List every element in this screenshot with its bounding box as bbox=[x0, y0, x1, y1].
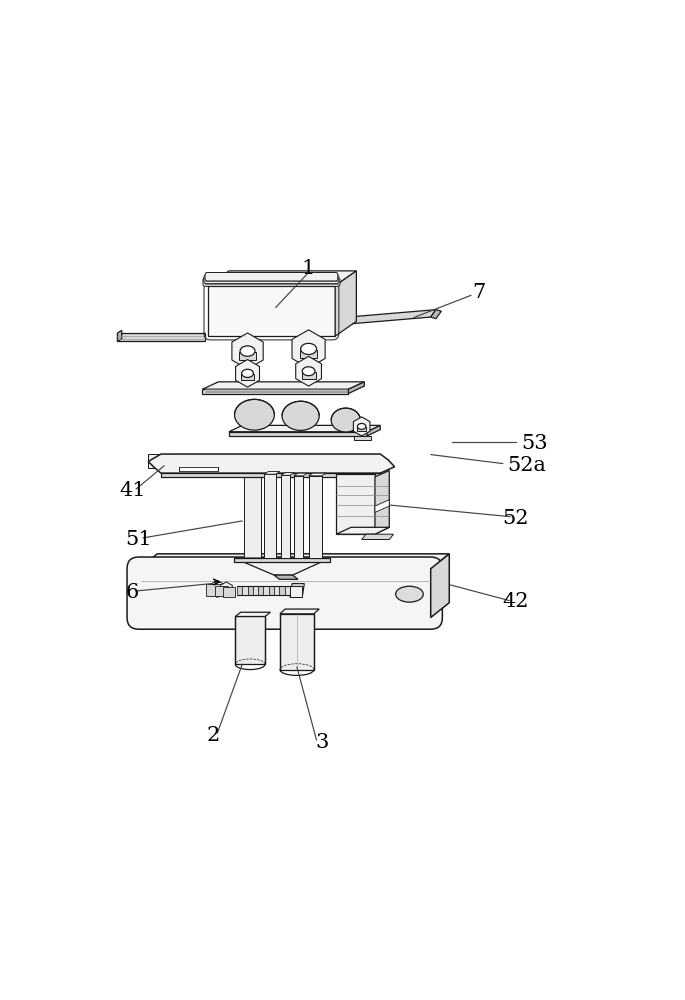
Polygon shape bbox=[279, 586, 285, 595]
Ellipse shape bbox=[331, 408, 360, 432]
Polygon shape bbox=[362, 534, 393, 540]
Polygon shape bbox=[258, 586, 264, 595]
Text: 3: 3 bbox=[315, 733, 329, 752]
Polygon shape bbox=[274, 575, 298, 579]
Polygon shape bbox=[234, 558, 329, 562]
Polygon shape bbox=[292, 330, 325, 368]
FancyBboxPatch shape bbox=[203, 278, 340, 286]
Polygon shape bbox=[247, 586, 253, 595]
FancyBboxPatch shape bbox=[127, 557, 443, 629]
Polygon shape bbox=[241, 374, 254, 380]
Ellipse shape bbox=[358, 423, 366, 429]
Polygon shape bbox=[206, 584, 221, 596]
Polygon shape bbox=[431, 310, 441, 319]
Polygon shape bbox=[203, 382, 364, 389]
Polygon shape bbox=[290, 586, 302, 597]
Polygon shape bbox=[229, 425, 380, 432]
Polygon shape bbox=[280, 609, 319, 614]
Polygon shape bbox=[296, 356, 321, 386]
Polygon shape bbox=[223, 587, 235, 597]
Polygon shape bbox=[336, 527, 389, 534]
Polygon shape bbox=[300, 350, 317, 358]
Polygon shape bbox=[242, 586, 247, 595]
Polygon shape bbox=[294, 476, 303, 558]
Text: 53: 53 bbox=[521, 434, 547, 453]
Text: 51: 51 bbox=[125, 530, 152, 549]
Text: 42: 42 bbox=[502, 592, 529, 611]
Polygon shape bbox=[232, 333, 263, 369]
Polygon shape bbox=[274, 586, 279, 595]
Polygon shape bbox=[431, 554, 449, 618]
Ellipse shape bbox=[242, 369, 253, 377]
Polygon shape bbox=[357, 427, 366, 431]
Text: 1: 1 bbox=[302, 259, 315, 278]
Polygon shape bbox=[215, 586, 228, 596]
Polygon shape bbox=[281, 473, 295, 475]
Ellipse shape bbox=[301, 343, 316, 354]
Polygon shape bbox=[253, 586, 258, 595]
Polygon shape bbox=[290, 586, 295, 595]
Polygon shape bbox=[329, 310, 436, 326]
Polygon shape bbox=[239, 352, 256, 360]
Ellipse shape bbox=[396, 586, 423, 602]
Polygon shape bbox=[208, 286, 335, 336]
Polygon shape bbox=[138, 554, 449, 569]
Text: 2: 2 bbox=[206, 726, 220, 745]
Polygon shape bbox=[349, 382, 364, 394]
Text: 6: 6 bbox=[126, 583, 139, 602]
Polygon shape bbox=[375, 470, 389, 534]
Polygon shape bbox=[234, 558, 329, 575]
Polygon shape bbox=[264, 472, 280, 474]
Polygon shape bbox=[308, 473, 326, 476]
Polygon shape bbox=[264, 474, 275, 558]
Polygon shape bbox=[229, 432, 367, 436]
Ellipse shape bbox=[234, 399, 275, 430]
Polygon shape bbox=[301, 372, 316, 379]
Polygon shape bbox=[237, 586, 242, 595]
Polygon shape bbox=[353, 436, 371, 440]
Polygon shape bbox=[336, 474, 375, 534]
Ellipse shape bbox=[302, 367, 315, 376]
Polygon shape bbox=[294, 473, 308, 476]
Polygon shape bbox=[236, 360, 260, 387]
Polygon shape bbox=[118, 333, 205, 341]
Polygon shape bbox=[236, 616, 265, 664]
Text: 41: 41 bbox=[119, 481, 146, 500]
Text: 52a: 52a bbox=[508, 456, 547, 475]
Polygon shape bbox=[236, 612, 271, 616]
Polygon shape bbox=[290, 584, 304, 597]
Polygon shape bbox=[280, 614, 314, 670]
Polygon shape bbox=[208, 271, 356, 286]
Polygon shape bbox=[203, 389, 349, 394]
Polygon shape bbox=[281, 475, 290, 558]
Polygon shape bbox=[118, 330, 122, 341]
Polygon shape bbox=[161, 473, 380, 477]
FancyBboxPatch shape bbox=[204, 275, 339, 284]
Polygon shape bbox=[148, 454, 395, 473]
Polygon shape bbox=[335, 271, 356, 336]
Ellipse shape bbox=[240, 346, 255, 356]
Polygon shape bbox=[367, 425, 380, 436]
Text: 7: 7 bbox=[472, 283, 485, 302]
Polygon shape bbox=[244, 470, 265, 473]
Ellipse shape bbox=[282, 401, 319, 430]
Polygon shape bbox=[179, 467, 219, 471]
Polygon shape bbox=[264, 586, 269, 595]
Polygon shape bbox=[148, 454, 179, 468]
Polygon shape bbox=[244, 473, 261, 558]
Polygon shape bbox=[308, 476, 322, 558]
Polygon shape bbox=[269, 586, 274, 595]
Polygon shape bbox=[285, 586, 290, 595]
Text: 52: 52 bbox=[502, 509, 529, 528]
Polygon shape bbox=[353, 417, 370, 436]
Polygon shape bbox=[210, 580, 225, 597]
Polygon shape bbox=[375, 500, 389, 512]
FancyBboxPatch shape bbox=[205, 272, 338, 281]
Polygon shape bbox=[221, 582, 232, 596]
